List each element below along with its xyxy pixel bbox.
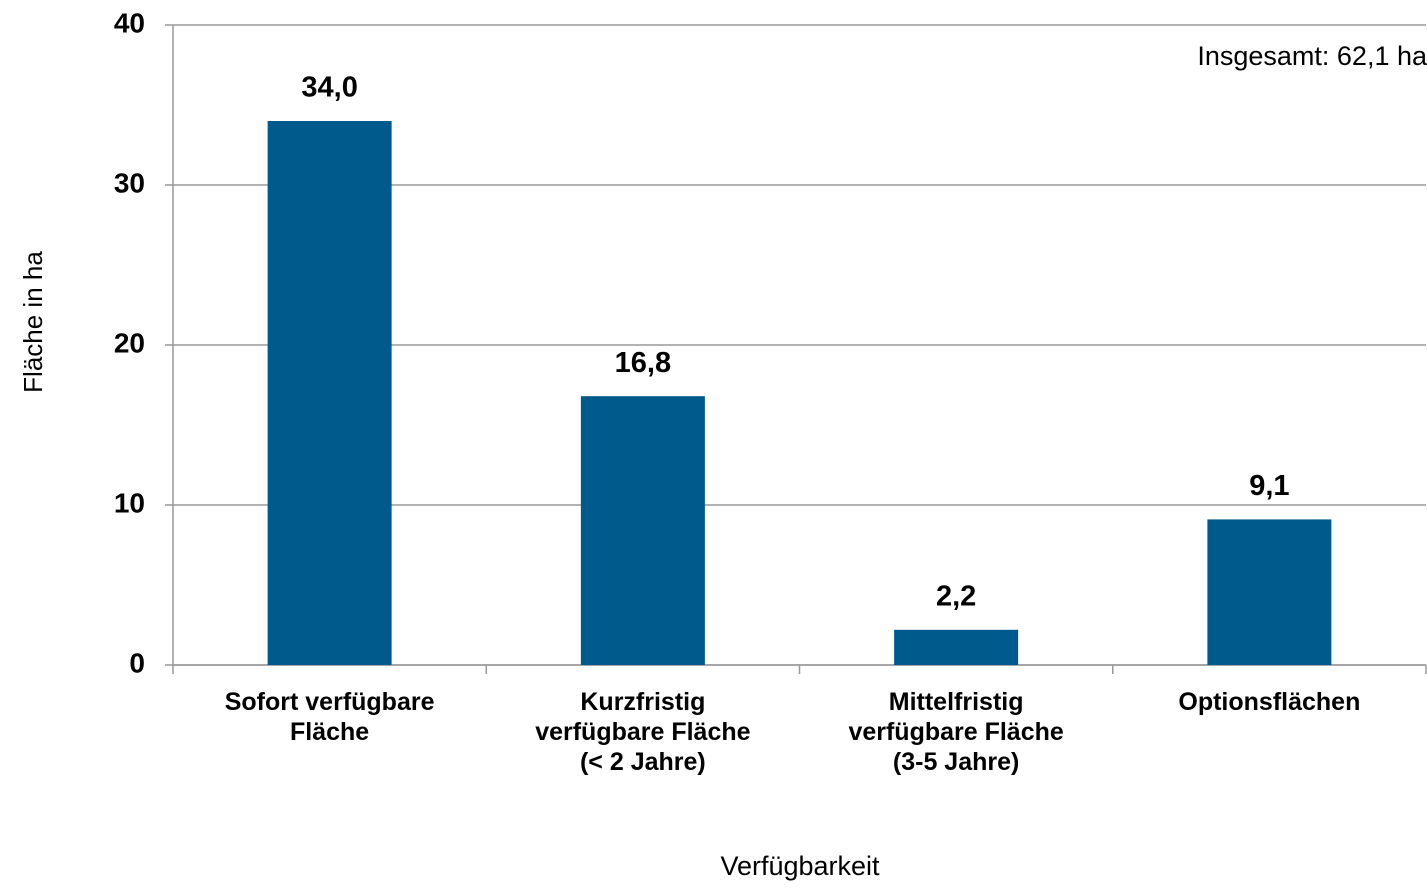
value-label: 34,0	[301, 72, 357, 104]
y-axis-title: Fläche in ha	[18, 251, 48, 393]
bar	[894, 629, 1019, 665]
bar	[1207, 519, 1332, 665]
y-tick-label: 40	[114, 7, 145, 38]
x-tick-label: Optionsflächen	[1178, 688, 1361, 716]
y-tick-label: 10	[114, 487, 145, 518]
y-tick-label: 20	[114, 327, 145, 358]
x-axis-title: Verfügbarkeit	[720, 851, 880, 881]
value-label: 9,1	[1249, 470, 1289, 502]
value-label: 2,2	[936, 580, 976, 612]
x-tick-label: Mittelfristig verfügbare Fläche (3-5 Jah…	[848, 688, 1064, 776]
y-tick-label: 0	[129, 647, 145, 678]
bar	[580, 396, 705, 665]
y-tick-label: 30	[114, 167, 145, 198]
bar	[267, 121, 392, 665]
x-tick-label: Kurzfristig verfügbare Fläche (< 2 Jahre…	[535, 688, 751, 776]
annotation: Insgesamt: 62,1 ha	[1197, 41, 1427, 71]
x-tick-label: Sofort verfügbare Fläche	[224, 688, 435, 746]
value-label: 16,8	[615, 347, 671, 379]
